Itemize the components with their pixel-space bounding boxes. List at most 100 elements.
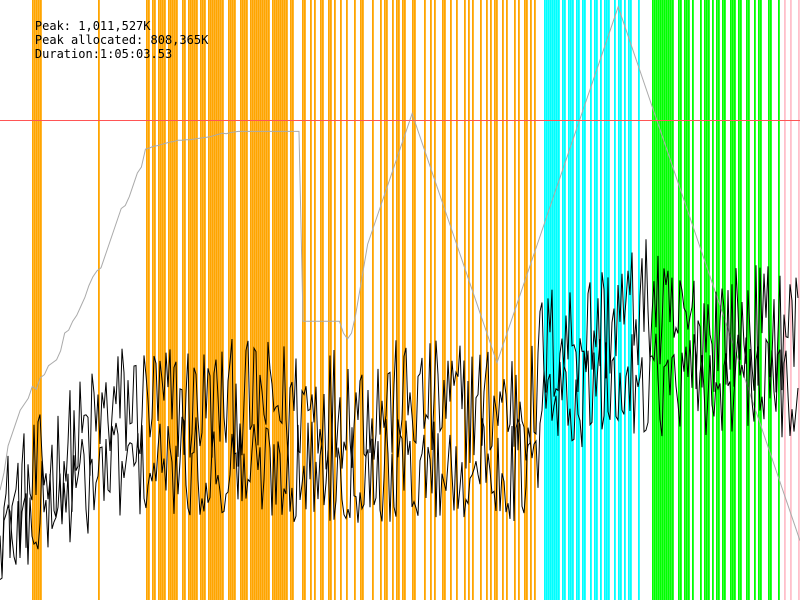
event-band-orange xyxy=(190,0,192,600)
event-band-orange xyxy=(464,0,466,600)
event-band-cyan xyxy=(606,0,608,600)
event-band-orange xyxy=(290,0,292,600)
event-band-orange xyxy=(494,0,496,600)
event-band-orange xyxy=(40,0,42,600)
event-band-cyan xyxy=(604,0,606,600)
event-band-green xyxy=(684,0,686,600)
event-band-orange xyxy=(264,0,266,600)
event-band-green xyxy=(704,0,706,600)
event-band-orange xyxy=(396,0,398,600)
event-band-orange xyxy=(486,0,488,600)
event-band-orange xyxy=(234,0,236,600)
event-band-orange xyxy=(176,0,178,600)
event-band-orange xyxy=(282,0,284,600)
event-band-cyan xyxy=(578,0,580,600)
event-band-orange xyxy=(468,0,470,600)
event-band-cyan xyxy=(594,0,596,600)
duration-label: Duration:1:05:03.53 xyxy=(34,47,173,61)
event-band-orange xyxy=(362,0,364,600)
event-band-orange xyxy=(194,0,196,600)
event-band-orange xyxy=(444,0,446,600)
event-band-cyan xyxy=(584,0,586,600)
event-band-orange xyxy=(98,0,100,600)
event-band-green xyxy=(680,0,682,600)
event-band-green xyxy=(664,0,666,600)
event-band-orange xyxy=(148,0,150,600)
series-line-allocated xyxy=(0,239,799,580)
event-band-orange xyxy=(192,0,194,600)
event-band-green xyxy=(708,0,710,600)
event-band-green xyxy=(688,0,690,600)
event-band-green xyxy=(660,0,662,600)
event-band-green xyxy=(706,0,708,600)
event-band-orange xyxy=(160,0,162,600)
event-band-orange xyxy=(384,0,386,600)
event-band-pink xyxy=(790,0,792,600)
event-band-green xyxy=(712,0,714,600)
event-band-orange xyxy=(212,0,214,600)
event-band-cyan xyxy=(564,0,566,600)
event-band-orange xyxy=(534,0,536,600)
event-band-orange xyxy=(286,0,288,600)
event-bands xyxy=(32,0,800,600)
event-band-orange xyxy=(518,0,520,600)
event-band-orange xyxy=(514,0,516,600)
event-band-cyan xyxy=(570,0,572,600)
event-band-orange xyxy=(196,0,198,600)
event-band-orange xyxy=(152,0,154,600)
event-band-orange xyxy=(284,0,286,600)
event-band-pink xyxy=(798,0,800,600)
event-band-orange xyxy=(404,0,406,600)
event-band-orange xyxy=(188,0,190,600)
event-band-cyan xyxy=(582,0,584,600)
event-band-green xyxy=(740,0,742,600)
event-band-orange xyxy=(434,0,436,600)
event-band-orange xyxy=(184,0,186,600)
event-band-cyan xyxy=(554,0,556,600)
event-band-orange xyxy=(170,0,172,600)
event-band-cyan xyxy=(628,0,630,600)
event-band-orange xyxy=(252,0,254,600)
event-band-orange xyxy=(330,0,332,600)
event-band-cyan xyxy=(546,0,548,600)
event-band-orange xyxy=(220,0,222,600)
event-band-cyan xyxy=(630,0,632,600)
event-band-orange xyxy=(304,0,306,600)
event-band-orange xyxy=(280,0,282,600)
event-band-cyan xyxy=(600,0,602,600)
event-band-orange xyxy=(506,0,508,600)
event-band-orange xyxy=(380,0,382,600)
event-band-orange xyxy=(328,0,330,600)
event-band-orange xyxy=(430,0,432,600)
event-band-orange xyxy=(278,0,280,600)
event-band-orange xyxy=(262,0,264,600)
event-band-orange xyxy=(360,0,362,600)
event-band-orange xyxy=(182,0,184,600)
event-band-cyan xyxy=(548,0,550,600)
event-band-green xyxy=(686,0,688,600)
event-band-orange xyxy=(32,0,34,600)
event-band-orange xyxy=(502,0,504,600)
event-band-orange xyxy=(256,0,258,600)
event-band-orange xyxy=(292,0,294,600)
event-band-orange xyxy=(398,0,400,600)
event-band-orange xyxy=(490,0,492,600)
event-band-orange xyxy=(354,0,356,600)
event-band-orange xyxy=(214,0,216,600)
event-band-green xyxy=(732,0,734,600)
event-band-orange xyxy=(208,0,210,600)
peak-label: Peak: 1,011,527K xyxy=(34,19,151,33)
event-band-green xyxy=(746,0,748,600)
event-band-orange xyxy=(372,0,374,600)
event-band-green xyxy=(718,0,720,600)
event-band-orange xyxy=(526,0,528,600)
event-band-orange xyxy=(320,0,322,600)
event-band-cyan xyxy=(550,0,552,600)
event-band-cyan xyxy=(544,0,546,600)
event-band-orange xyxy=(402,0,404,600)
event-band-orange xyxy=(266,0,268,600)
event-band-orange xyxy=(392,0,394,600)
event-band-orange xyxy=(146,0,148,600)
event-band-orange xyxy=(250,0,252,600)
